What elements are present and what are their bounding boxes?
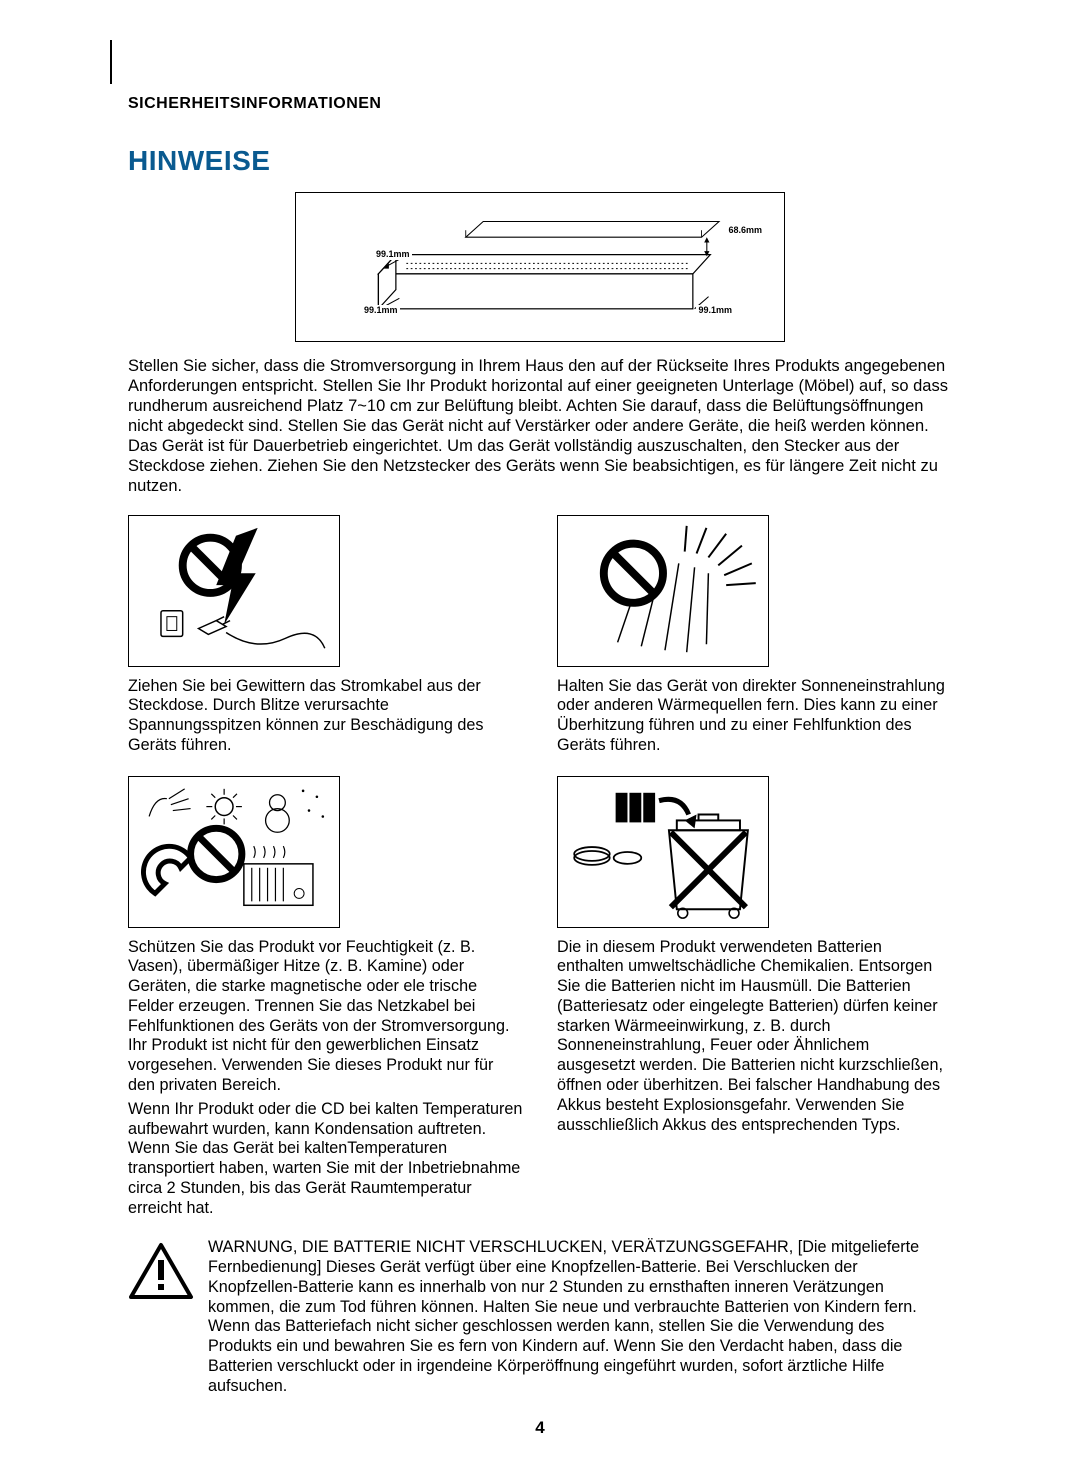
sunlight-block: Halten Sie das Gerät von direkter Sonnen… <box>557 515 952 756</box>
clearance-diagram-svg <box>326 211 754 342</box>
battery-block: Die in diesem Produkt verwendeten Batter… <box>557 776 952 1219</box>
sunlight-caption: Halten Sie das Gerät von direkter Sonnen… <box>557 677 952 756</box>
moisture-p1: Schützen Sie das Produkt vor Feuchtigkei… <box>128 938 523 1096</box>
header-rule <box>110 40 952 84</box>
lightning-caption: Ziehen Sie bei Gewittern das Stromkabel … <box>128 677 523 756</box>
warning-row-2: Schützen Sie das Produkt vor Feuchtigkei… <box>128 776 952 1219</box>
warning-heading: WARNUNG, DIE BATTERIE NICHT VERSCHLUCKEN… <box>208 1238 793 1256</box>
section-label: SICHERHEITSINFORMATIONEN <box>128 94 952 114</box>
warning-row-1: Ziehen Sie bei Gewittern das Stromkabel … <box>128 515 952 756</box>
moisture-icon <box>128 776 340 928</box>
dim-bottom-right: 99.1mm <box>696 305 734 316</box>
moisture-p2: Wenn Ihr Produkt oder die CD bei kalten … <box>128 1100 523 1219</box>
dim-top-right: 68.6mm <box>726 225 764 236</box>
moisture-block: Schützen Sie das Produkt vor Feuchtigkei… <box>128 776 523 1219</box>
sunlight-icon <box>557 515 769 667</box>
battery-disposal-icon <box>557 776 769 928</box>
page-number: 4 <box>128 1418 952 1439</box>
warning-triangle-icon <box>128 1242 194 1300</box>
dim-top-left: 99.1mm <box>374 249 412 260</box>
intro-paragraph: Stellen Sie sicher, dass die Stromversor… <box>128 356 952 497</box>
lightning-icon <box>128 515 340 667</box>
page-title: HINWEISE <box>128 144 952 178</box>
clearance-diagram: 99.1mm 68.6mm 99.1mm 99.1mm <box>128 192 952 342</box>
battery-caption: Die in diesem Produkt verwendeten Batter… <box>557 938 952 1136</box>
lightning-block: Ziehen Sie bei Gewittern das Stromkabel … <box>128 515 523 756</box>
battery-swallow-warning: WARNUNG, DIE BATTERIE NICHT VERSCHLUCKEN… <box>128 1238 952 1396</box>
warning-body: [Die mitgelieferte Fernbedienung] Dieses… <box>208 1238 919 1394</box>
moisture-caption: Schützen Sie das Produkt vor Feuchtigkei… <box>128 938 523 1219</box>
dim-bottom-left: 99.1mm <box>362 305 400 316</box>
